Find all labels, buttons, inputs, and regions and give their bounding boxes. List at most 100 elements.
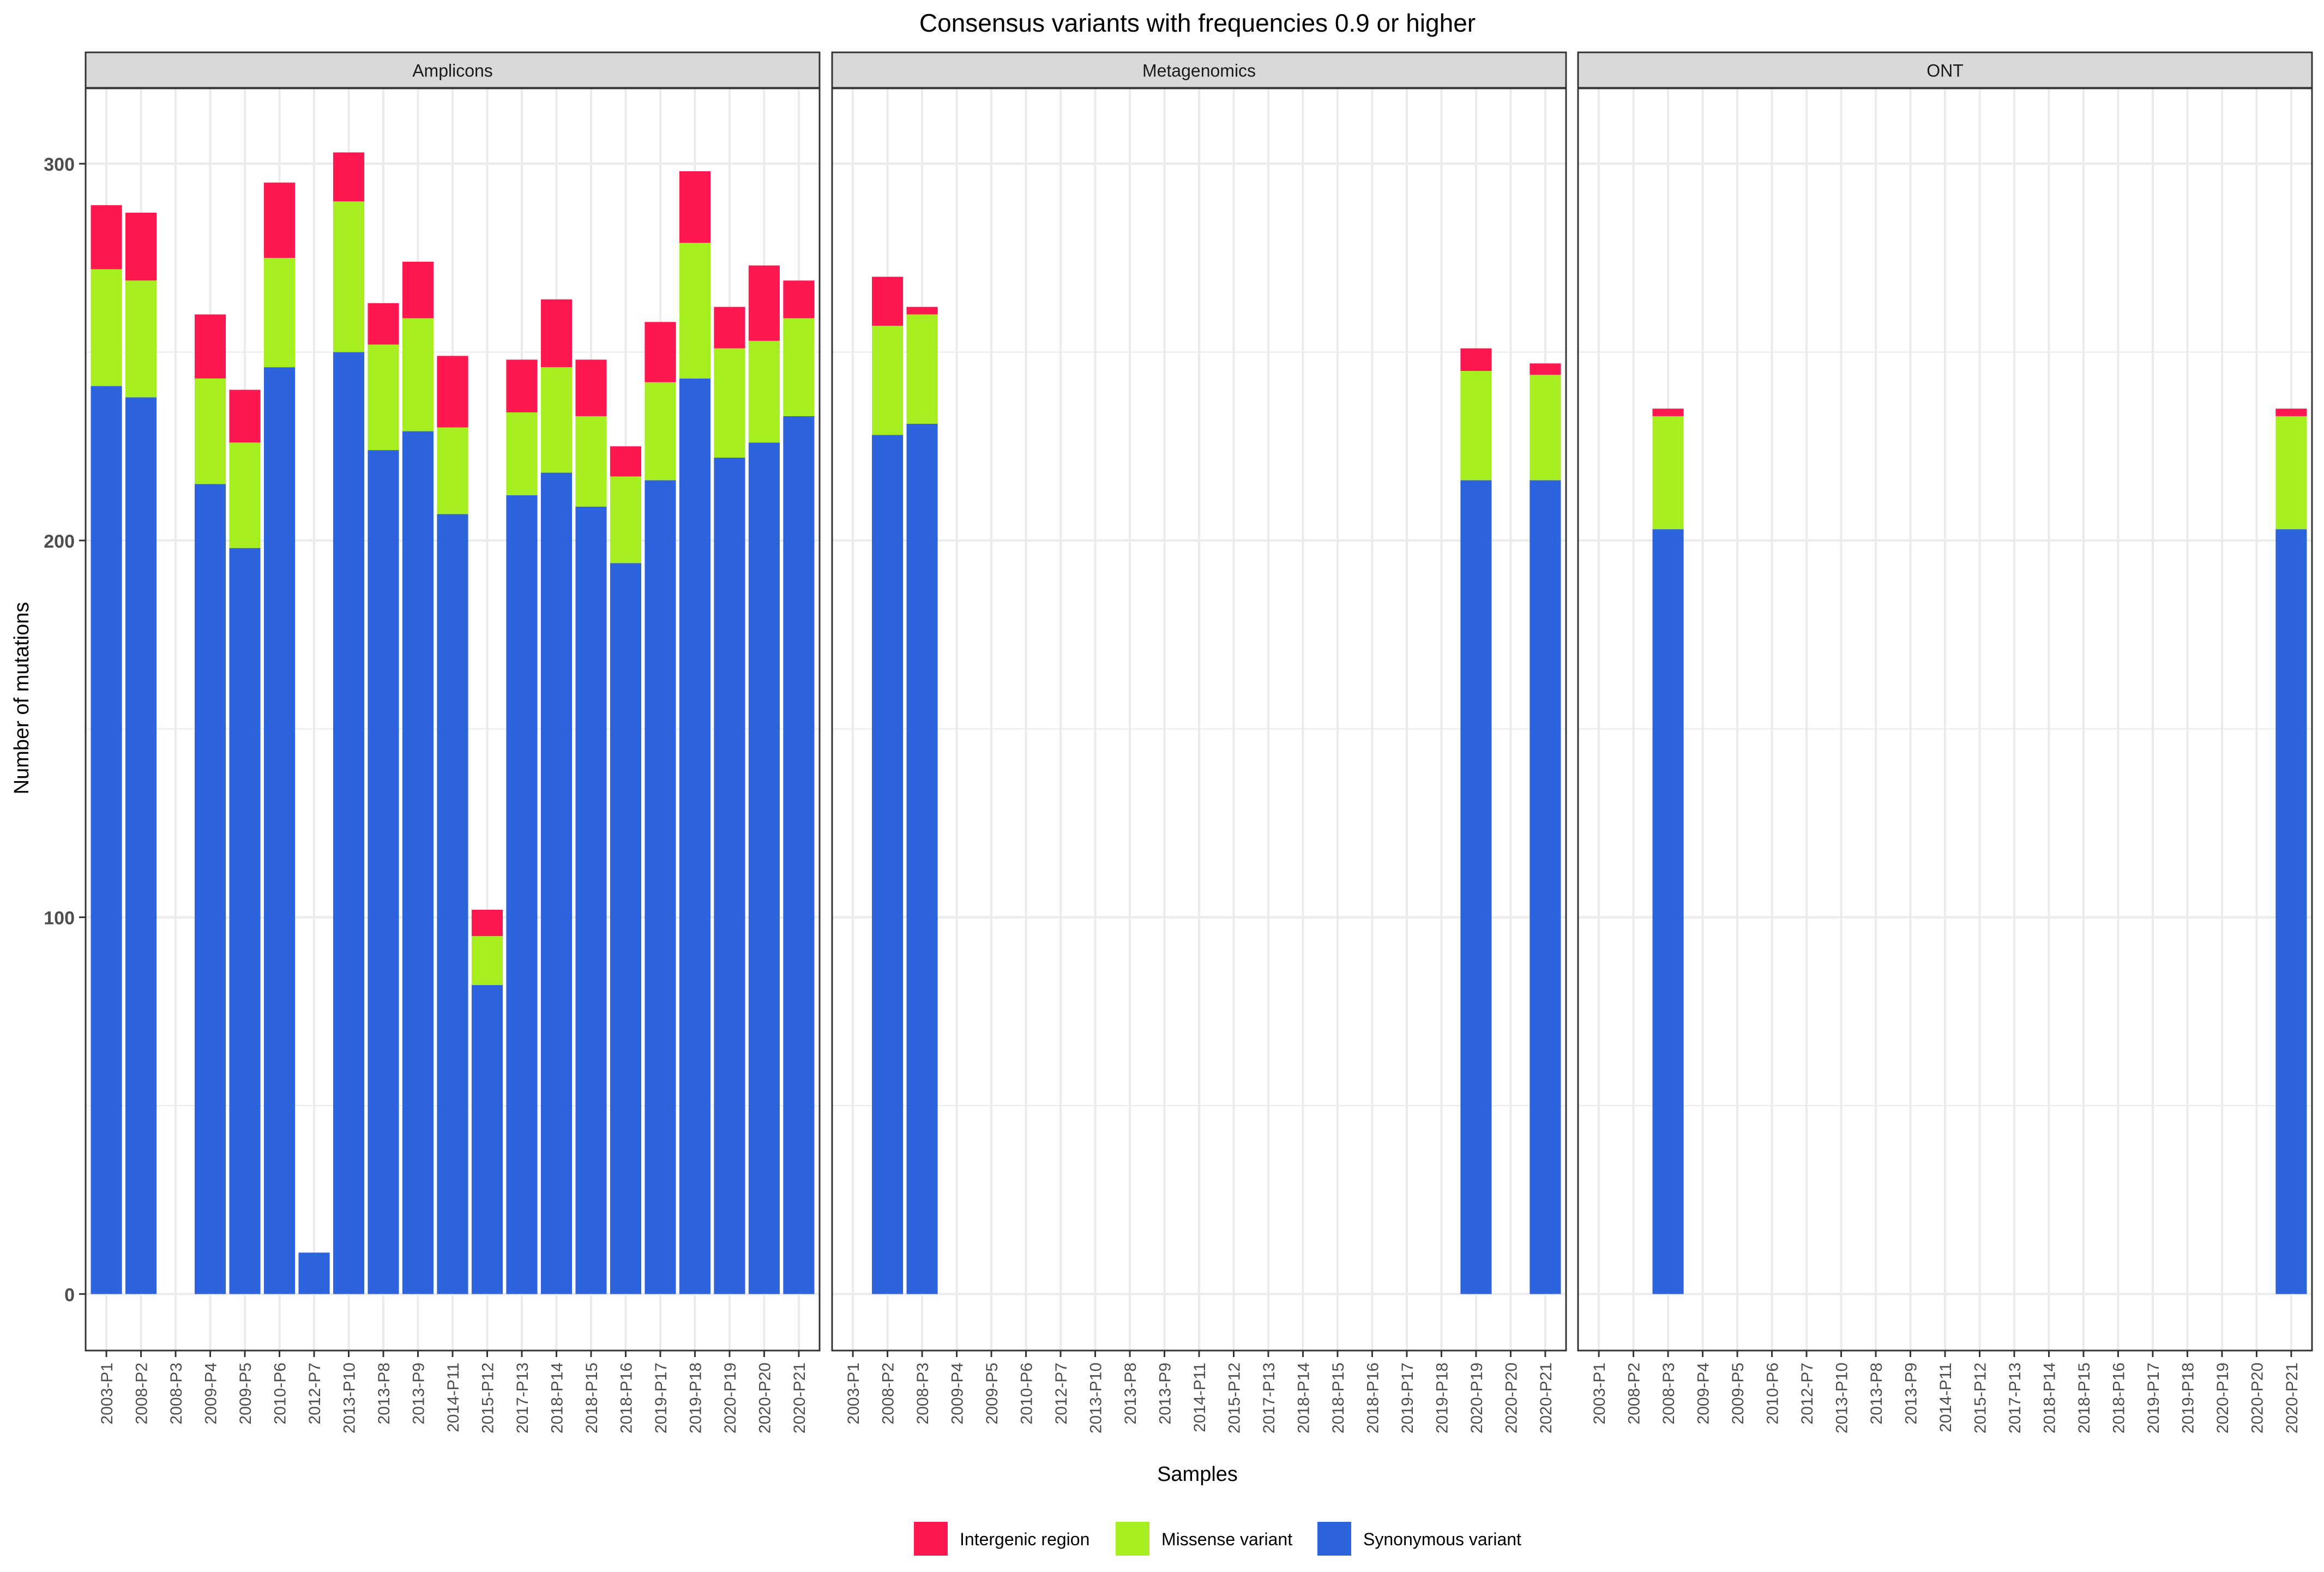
x-tick-label: 2019-P18 [1433, 1363, 1451, 1433]
bar-amplicons-2013-p10-intergenic-region [333, 152, 365, 202]
y-tick-label: 200 [44, 531, 75, 552]
x-tick-label: 2018-P14 [548, 1363, 566, 1433]
legend-swatch [914, 1522, 948, 1556]
legend-label: Synonymous variant [1363, 1529, 1521, 1549]
bar-amplicons-2019-p18-missense-variant [679, 243, 711, 379]
x-tick-label: 2013-P9 [410, 1363, 428, 1424]
x-tick-label: 2020-P20 [1502, 1363, 1520, 1433]
bar-amplicons-2017-p13-synonymous-variant [506, 495, 538, 1294]
x-tick-label: 2009-P4 [1695, 1363, 1713, 1424]
bar-amplicons-2019-p18-intergenic-region [679, 171, 711, 243]
x-tick-label: 2015-P12 [1225, 1363, 1243, 1433]
bar-amplicons-2003-p1-synonymous-variant [91, 386, 122, 1294]
x-tick-label: 2013-P9 [1902, 1363, 1920, 1424]
legend-swatch [1116, 1522, 1149, 1556]
bar-amplicons-2013-p8-intergenic-region [368, 303, 399, 345]
bar-amplicons-2008-p2-synonymous-variant [125, 397, 157, 1294]
x-tick-label: 2009-P5 [237, 1363, 255, 1424]
x-tick-label: 2009-P5 [1729, 1363, 1747, 1424]
x-tick-label: 2013-P9 [1157, 1363, 1175, 1424]
panels-layer: 0 100 200 300 Amplicons 2003-P1 2008-P2 2008-P3… [44, 51, 2313, 1433]
facet-strip-label: ONT [1926, 61, 1964, 81]
bar-amplicons-2018-p16-missense-variant [610, 476, 642, 563]
x-tick-label: 2010-P6 [1018, 1363, 1036, 1424]
x-axis-label: Samples [1157, 1463, 1238, 1486]
legend: Intergenic region Missense variant Synonym… [914, 1522, 1521, 1556]
x-tick-label: 2014-P11 [444, 1363, 462, 1432]
x-tick-label: 2013-P8 [1868, 1363, 1886, 1424]
x-tick-label: 2012-P7 [1798, 1363, 1816, 1424]
x-tick-label: 2014-P11 [1191, 1363, 1209, 1432]
bar-amplicons-2014-p11-intergenic-region [437, 356, 468, 428]
x-tick-label: 2019-P17 [652, 1363, 670, 1433]
bar-amplicons-2009-p5-missense-variant [229, 442, 261, 548]
bar-amplicons-2018-p15-synonymous-variant [575, 506, 607, 1294]
x-tick-label: 2008-P2 [133, 1363, 151, 1424]
x-tick-label: 2017-P13 [1260, 1363, 1278, 1433]
x-tick-label: 2020-P21 [2283, 1363, 2301, 1433]
bar-amplicons-2020-p20-missense-variant [748, 340, 780, 443]
bar-amplicons-2019-p18-synonymous-variant [679, 378, 711, 1294]
bar-ont-2008-p3-intergenic-region [1652, 409, 1684, 416]
y-tick-label: 300 [44, 154, 75, 175]
bar-amplicons-2020-p19-missense-variant [714, 348, 745, 458]
bar-amplicons-2009-p4-synonymous-variant [194, 484, 226, 1294]
bar-amplicons-2013-p10-synonymous-variant [333, 352, 365, 1294]
bar-amplicons-2003-p1-intergenic-region [91, 205, 122, 269]
y-axis-label: Number of mutations [10, 602, 33, 795]
bar-amplicons-2013-p10-missense-variant [333, 201, 365, 352]
bars-ont [1652, 409, 2307, 1294]
bar-amplicons-2020-p19-intergenic-region [714, 307, 745, 349]
x-tick-label: 2015-P12 [1971, 1363, 1989, 1433]
chart-title: Consensus variants with frequencies 0.9 … [919, 9, 1476, 37]
panel-ont: ONT 2003-P1 2008-P2 2008-P3 2009-P4 2009-P5 20… [1577, 51, 2313, 1433]
bar-amplicons-2015-p12-missense-variant [471, 936, 503, 985]
x-tick-label: 2018-P14 [1295, 1363, 1312, 1433]
x-tick-label: 2017-P13 [2006, 1363, 2024, 1433]
bar-metagenomics-2008-p3-intergenic-region [906, 307, 938, 315]
bar-ont-2020-p21-intergenic-region [2275, 409, 2307, 416]
x-tick-label: 2012-P7 [1052, 1363, 1070, 1424]
x-tick-label: 2020-P19 [721, 1363, 739, 1433]
bar-amplicons-2017-p13-intergenic-region [506, 359, 538, 413]
x-tick-label: 2010-P6 [1764, 1363, 1782, 1424]
bar-amplicons-2018-p15-missense-variant [575, 416, 607, 507]
bar-ont-2020-p21-missense-variant [2275, 416, 2307, 530]
bar-amplicons-2012-p7-synonymous-variant [298, 1252, 330, 1294]
bar-amplicons-2014-p11-missense-variant [437, 427, 468, 514]
bar-amplicons-2010-p6-intergenic-region [263, 182, 296, 258]
bar-amplicons-2018-p14-missense-variant [540, 367, 573, 473]
x-tick-label: 2018-P16 [2110, 1363, 2128, 1433]
panel-metagenomics: Metagenomics 2003-P1 2008-P2 2008-P3 2009-P4… [831, 51, 1567, 1433]
x-tick-label: 2018-P16 [1364, 1363, 1382, 1433]
x-tick-label: 2018-P15 [1329, 1363, 1347, 1433]
x-tick-label: 2009-P4 [202, 1363, 220, 1424]
bar-amplicons-2009-p5-intergenic-region [229, 389, 261, 443]
bar-metagenomics-2008-p2-missense-variant [872, 326, 904, 435]
bar-amplicons-2013-p8-missense-variant [368, 344, 399, 451]
x-tick-label: 2018-P15 [2075, 1363, 2093, 1433]
x-tick-label: 2020-P21 [791, 1363, 809, 1433]
facet-strip [1577, 51, 2313, 89]
legend-item-intergenic-region: Intergenic region [914, 1522, 1089, 1556]
bar-amplicons-2020-p20-synonymous-variant [748, 442, 780, 1294]
bar-amplicons-2015-p12-intergenic-region [471, 909, 503, 937]
panel-amplicons: Amplicons 2003-P1 2008-P2 2008-P3 2009-P4 200… [85, 51, 821, 1433]
bar-metagenomics-2008-p3-synonymous-variant [906, 423, 938, 1294]
x-tick-label: 2013-P8 [375, 1363, 393, 1424]
bar-amplicons-2013-p9-missense-variant [402, 318, 434, 431]
bar-metagenomics-2020-p19-synonymous-variant [1460, 480, 1492, 1294]
x-tick-label: 2009-P4 [949, 1363, 967, 1424]
bar-amplicons-2018-p16-synonymous-variant [610, 563, 642, 1294]
bar-amplicons-2003-p1-missense-variant [91, 269, 122, 386]
x-tick-label: 2003-P1 [98, 1363, 116, 1424]
legend-label: Intergenic region [960, 1529, 1089, 1549]
x-tick-label: 2008-P3 [167, 1363, 185, 1424]
x-tick-label: 2020-P20 [756, 1363, 774, 1433]
x-tick-label: 2015-P12 [479, 1363, 497, 1433]
x-tick-label: 2019-P18 [687, 1363, 705, 1433]
x-tick-label: 2013-P10 [1833, 1363, 1851, 1433]
bars-amplicons [91, 152, 815, 1294]
